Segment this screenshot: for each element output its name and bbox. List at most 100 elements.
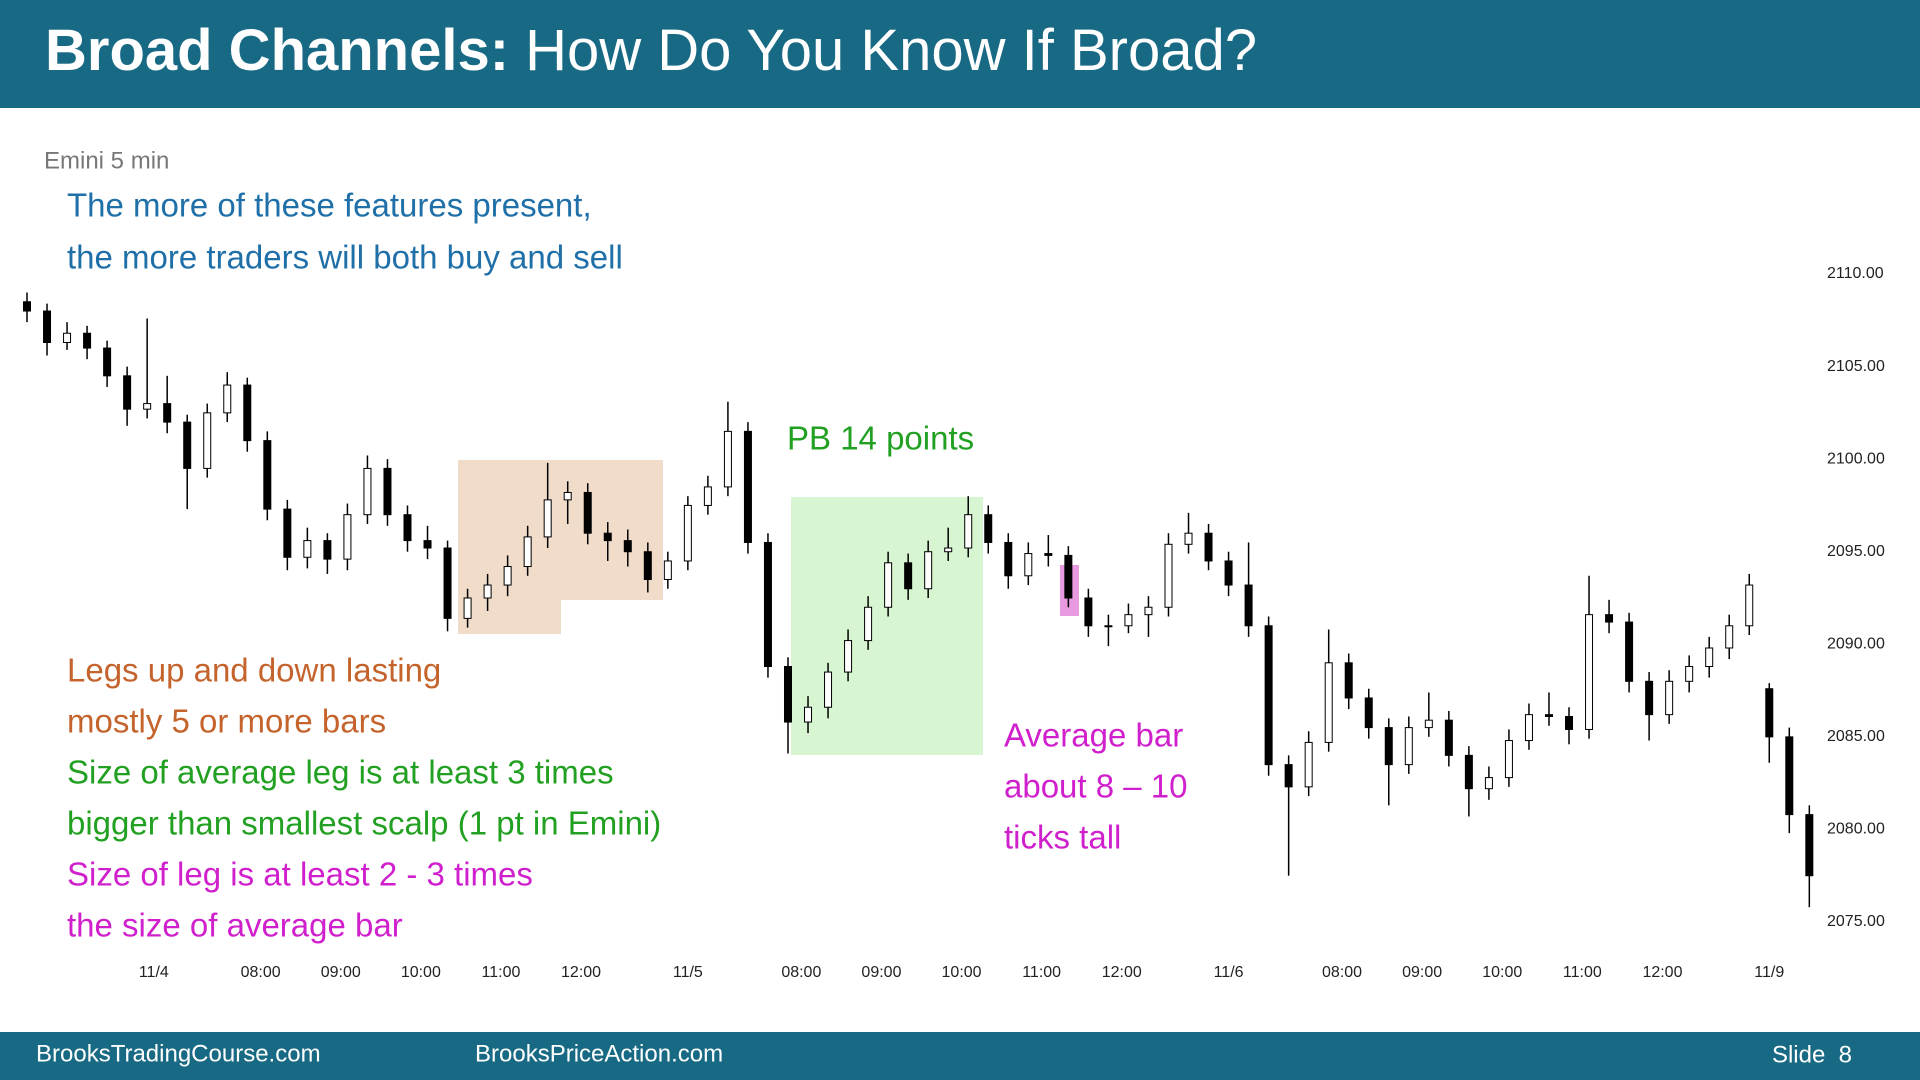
- candle-body: [103, 347, 112, 377]
- note: Average bar: [1004, 717, 1183, 754]
- candle-body: [944, 547, 953, 553]
- candle-body: [303, 540, 312, 558]
- note: ticks tall: [1004, 819, 1121, 856]
- candle-body: [1064, 554, 1073, 599]
- candle-body: [1144, 606, 1153, 616]
- candle-body: [1324, 662, 1333, 743]
- note: Size of leg is at least 2 - 3 times: [67, 856, 533, 893]
- candle-body: [703, 486, 712, 506]
- x-tick-label: 11/5: [673, 964, 703, 981]
- candle-body: [904, 562, 913, 590]
- x-tick-label: 10:00: [401, 964, 441, 981]
- candle-body: [1364, 697, 1373, 729]
- candle-body: [1124, 614, 1133, 627]
- candle-body: [1204, 532, 1213, 562]
- candle-body: [1565, 715, 1574, 730]
- x-tick-label: 12:00: [561, 964, 601, 981]
- candle-body: [263, 440, 272, 510]
- x-tick-label: 12:00: [1642, 964, 1682, 981]
- candle-body: [323, 540, 332, 560]
- candle-body: [1044, 553, 1053, 556]
- candle-body: [363, 467, 372, 516]
- candle-body: [743, 430, 752, 543]
- candle-body: [63, 332, 72, 344]
- candle-body: [1104, 625, 1113, 628]
- candle-body: [523, 536, 532, 568]
- candle-body: [1084, 597, 1093, 627]
- note: bigger than smallest scalp (1 pt in Emin…: [67, 805, 661, 842]
- chart: 2075.00 2080.00 2085.00 2090.00 2095.00 2100.…: [23, 265, 1885, 981]
- candle-body: [1585, 614, 1594, 730]
- candle-body: [763, 541, 772, 668]
- note: about 8 – 10: [1004, 768, 1188, 805]
- candle-body: [1605, 614, 1614, 623]
- candle-body: [1484, 777, 1493, 790]
- y-tick-label: 2075.00: [1827, 913, 1885, 930]
- title-rest: How Do You Know If Broad?: [525, 18, 1257, 83]
- x-tick-label: 11:00: [1563, 964, 1602, 981]
- candle-body: [1344, 662, 1353, 699]
- candle-body: [543, 499, 552, 538]
- candle-body: [1705, 647, 1714, 668]
- x-tick-label: 08:00: [241, 964, 281, 981]
- candle-body: [804, 706, 813, 723]
- candle-body: [423, 540, 432, 549]
- note: Legs up and down lasting: [67, 652, 441, 689]
- candle-body: [964, 514, 973, 549]
- candle-body: [603, 532, 612, 542]
- candle-body: [563, 491, 572, 501]
- y-tick-label: 2085.00: [1827, 728, 1885, 745]
- note: Size of average leg is at least 3 times: [67, 754, 614, 791]
- candle-body: [1524, 714, 1533, 742]
- x-tick-label: 08:00: [781, 964, 821, 981]
- candle-body: [1625, 621, 1634, 682]
- candle-body: [844, 640, 853, 673]
- pullback-box: [791, 497, 983, 755]
- y-tick-label: 2100.00: [1827, 450, 1885, 467]
- candle-body: [1184, 532, 1193, 545]
- candle-body: [1404, 727, 1413, 766]
- candle-body: [443, 547, 452, 619]
- x-tick-label: 11:00: [482, 964, 521, 981]
- note: the more traders will both buy and sell: [67, 239, 623, 276]
- candle-body: [1444, 719, 1453, 756]
- candle-body: [1665, 680, 1674, 716]
- candle-body: [663, 560, 672, 580]
- range-box: [458, 460, 561, 634]
- header-bar: [0, 0, 1920, 108]
- candle-body: [1024, 553, 1033, 577]
- candle-body: [824, 671, 833, 708]
- candle-body: [403, 514, 412, 542]
- y-tick-label: 2110.00: [1827, 265, 1884, 282]
- candle-body: [984, 514, 993, 543]
- candle-body: [723, 430, 732, 488]
- candle-body: [1424, 719, 1433, 729]
- x-tick-label: 10:00: [942, 964, 982, 981]
- x-tick-label: 09:00: [861, 964, 901, 981]
- x-tick-label: 09:00: [321, 964, 361, 981]
- candle-body: [1164, 543, 1173, 608]
- x-tick-label: 11/9: [1754, 964, 1784, 981]
- candle-body: [1725, 625, 1734, 649]
- candle-body: [623, 540, 632, 553]
- candle-body: [1745, 584, 1754, 627]
- x-tick-label: 12:00: [1102, 964, 1142, 981]
- footer-bar: [0, 1032, 1920, 1080]
- candle-body: [203, 412, 212, 469]
- x-tick-label: 11/4: [139, 964, 169, 981]
- note: mostly 5 or more bars: [67, 703, 386, 740]
- footer-text: BrooksTradingCourse.com: [36, 1040, 321, 1067]
- candle-body: [1224, 560, 1233, 586]
- candle-body: [1284, 764, 1293, 788]
- candle-body: [163, 403, 172, 423]
- candle-body: [463, 597, 472, 619]
- candle-body: [43, 310, 52, 344]
- note: the size of average bar: [67, 907, 403, 944]
- candle-body: [483, 584, 492, 599]
- candle-body: [83, 332, 92, 349]
- candle-body: [583, 491, 592, 534]
- slide-number: Slide 8: [1772, 1041, 1852, 1068]
- candle-body: [643, 551, 652, 580]
- candle-body: [924, 551, 933, 590]
